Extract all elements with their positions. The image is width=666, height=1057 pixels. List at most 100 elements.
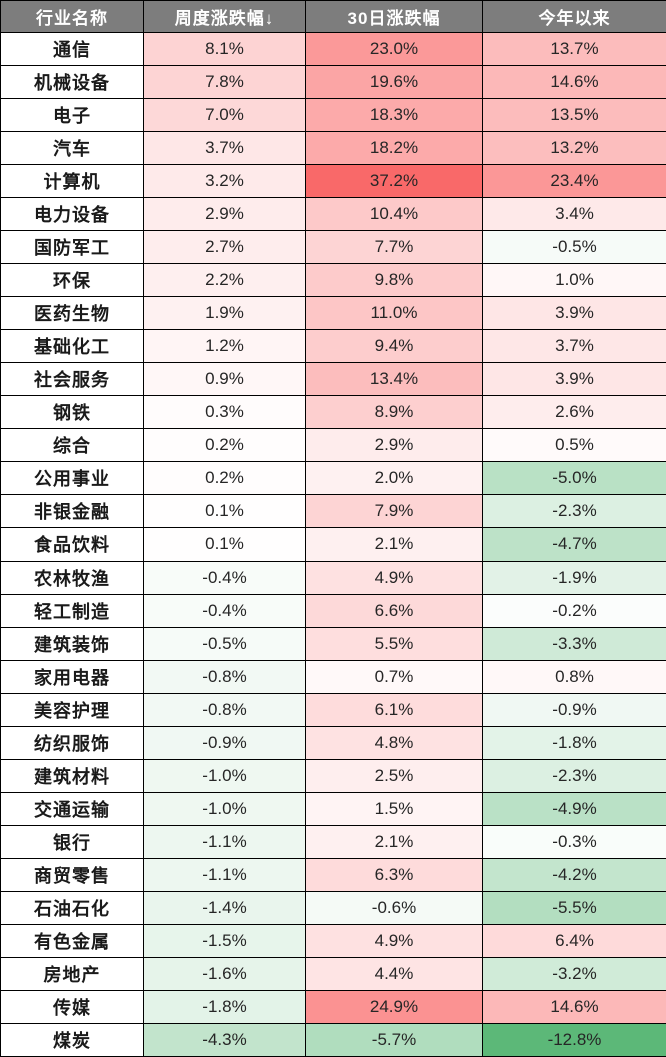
column-header-30day-change[interactable]: 30日涨跌幅 xyxy=(305,0,483,33)
industry-name-cell: 电力设备 xyxy=(0,197,144,232)
monthly-change-cell: 2.1% xyxy=(305,527,483,562)
table-row: 建筑装饰 -0.5% 5.5% -3.3% xyxy=(0,626,666,661)
industry-name-cell: 汽车 xyxy=(0,131,144,166)
table-row: 农林牧渔 -0.4% 4.9% -1.9% xyxy=(0,560,666,595)
ytd-change-cell: -4.7% xyxy=(482,527,666,562)
weekly-change-cell: 3.7% xyxy=(143,131,306,166)
monthly-change-cell: 6.1% xyxy=(305,692,483,727)
table-row: 美容护理 -0.8% 6.1% -0.9% xyxy=(0,692,666,727)
table-row: 机械设备 7.8% 19.6% 14.6% xyxy=(0,65,666,100)
monthly-change-cell: 5.5% xyxy=(305,626,483,661)
ytd-change-cell: 3.9% xyxy=(482,362,666,397)
ytd-change-cell: 23.4% xyxy=(482,164,666,199)
monthly-change-cell: 19.6% xyxy=(305,65,483,100)
industry-name-cell: 食品饮料 xyxy=(0,527,144,562)
industry-name-cell: 石油石化 xyxy=(0,890,144,925)
weekly-change-cell: 0.1% xyxy=(143,494,306,529)
monthly-change-cell: 4.4% xyxy=(305,956,483,991)
weekly-change-cell: 0.3% xyxy=(143,395,306,430)
industry-name-cell: 钢铁 xyxy=(0,395,144,430)
ytd-change-cell: -2.3% xyxy=(482,758,666,793)
monthly-change-cell: 1.5% xyxy=(305,791,483,826)
monthly-change-cell: 6.6% xyxy=(305,593,483,628)
monthly-change-cell: 2.5% xyxy=(305,758,483,793)
monthly-change-cell: -5.7% xyxy=(305,1022,483,1057)
table-row: 电力设备 2.9% 10.4% 3.4% xyxy=(0,197,666,232)
industry-name-cell: 煤炭 xyxy=(0,1022,144,1057)
table-row: 银行 -1.1% 2.1% -0.3% xyxy=(0,824,666,859)
ytd-change-cell: -3.2% xyxy=(482,956,666,991)
ytd-change-cell: 1.0% xyxy=(482,263,666,298)
weekly-change-cell: -0.4% xyxy=(143,560,306,595)
table-row: 计算机 3.2% 37.2% 23.4% xyxy=(0,164,666,199)
industry-name-cell: 商贸零售 xyxy=(0,857,144,892)
weekly-change-cell: 0.1% xyxy=(143,527,306,562)
monthly-change-cell: -0.6% xyxy=(305,890,483,925)
header-row: 行业名称 周度涨跌幅↓ 30日涨跌幅 今年以来 xyxy=(0,0,666,33)
monthly-change-cell: 18.3% xyxy=(305,98,483,133)
column-header-industry-name[interactable]: 行业名称 xyxy=(0,0,144,33)
ytd-change-cell: 0.5% xyxy=(482,428,666,463)
weekly-change-cell: 7.8% xyxy=(143,65,306,100)
column-header-weekly-change[interactable]: 周度涨跌幅↓ xyxy=(143,0,306,33)
monthly-change-cell: 4.9% xyxy=(305,923,483,958)
industry-name-cell: 美容护理 xyxy=(0,692,144,727)
monthly-change-cell: 7.7% xyxy=(305,230,483,265)
ytd-change-cell: 3.4% xyxy=(482,197,666,232)
ytd-change-cell: 0.8% xyxy=(482,659,666,694)
weekly-change-cell: -1.6% xyxy=(143,956,306,991)
weekly-change-cell: -0.9% xyxy=(143,725,306,760)
table-row: 有色金属 -1.5% 4.9% 6.4% xyxy=(0,923,666,958)
monthly-change-cell: 37.2% xyxy=(305,164,483,199)
monthly-change-cell: 9.4% xyxy=(305,329,483,364)
monthly-change-cell: 2.0% xyxy=(305,461,483,496)
industry-name-cell: 农林牧渔 xyxy=(0,560,144,595)
table-row: 综合 0.2% 2.9% 0.5% xyxy=(0,428,666,463)
table-row: 环保 2.2% 9.8% 1.0% xyxy=(0,263,666,298)
ytd-change-cell: -2.3% xyxy=(482,494,666,529)
weekly-change-cell: -0.4% xyxy=(143,593,306,628)
table-row: 纺织服饰 -0.9% 4.8% -1.8% xyxy=(0,725,666,760)
ytd-change-cell: -3.3% xyxy=(482,626,666,661)
monthly-change-cell: 8.9% xyxy=(305,395,483,430)
weekly-change-cell: -1.0% xyxy=(143,758,306,793)
monthly-change-cell: 23.0% xyxy=(305,31,483,67)
industry-name-cell: 综合 xyxy=(0,428,144,463)
table-row: 基础化工 1.2% 9.4% 3.7% xyxy=(0,329,666,364)
monthly-change-cell: 2.9% xyxy=(305,428,483,463)
weekly-change-cell: -1.0% xyxy=(143,791,306,826)
ytd-change-cell: -0.2% xyxy=(482,593,666,628)
industry-name-cell: 通信 xyxy=(0,31,144,67)
industry-name-cell: 电子 xyxy=(0,98,144,133)
table-row: 汽车 3.7% 18.2% 13.2% xyxy=(0,131,666,166)
ytd-change-cell: -1.9% xyxy=(482,560,666,595)
monthly-change-cell: 10.4% xyxy=(305,197,483,232)
ytd-change-cell: -5.0% xyxy=(482,461,666,496)
ytd-change-cell: 13.2% xyxy=(482,131,666,166)
ytd-change-cell: -0.3% xyxy=(482,824,666,859)
ytd-change-cell: 3.7% xyxy=(482,329,666,364)
weekly-change-cell: -1.1% xyxy=(143,824,306,859)
monthly-change-cell: 4.9% xyxy=(305,560,483,595)
industry-name-cell: 环保 xyxy=(0,263,144,298)
industry-name-cell: 计算机 xyxy=(0,164,144,199)
industry-name-cell: 非银金融 xyxy=(0,494,144,529)
industry-name-cell: 机械设备 xyxy=(0,65,144,100)
ytd-change-cell: 2.6% xyxy=(482,395,666,430)
monthly-change-cell: 7.9% xyxy=(305,494,483,529)
table-row: 钢铁 0.3% 8.9% 2.6% xyxy=(0,395,666,430)
weekly-change-cell: 7.0% xyxy=(143,98,306,133)
ytd-change-cell: 13.7% xyxy=(482,31,666,67)
table-row: 轻工制造 -0.4% 6.6% -0.2% xyxy=(0,593,666,628)
column-header-ytd-change[interactable]: 今年以来 xyxy=(482,0,666,33)
table-row: 家用电器 -0.8% 0.7% 0.8% xyxy=(0,659,666,694)
weekly-change-cell: 0.9% xyxy=(143,362,306,397)
table-row: 社会服务 0.9% 13.4% 3.9% xyxy=(0,362,666,397)
weekly-change-cell: 3.2% xyxy=(143,164,306,199)
weekly-change-cell: -1.5% xyxy=(143,923,306,958)
ytd-change-cell: 14.6% xyxy=(482,65,666,100)
table-row: 非银金融 0.1% 7.9% -2.3% xyxy=(0,494,666,529)
table-body: 通信 8.1% 23.0% 13.7% 机械设备 7.8% 19.6% 14.6% 电子 7.0%… xyxy=(0,31,666,1057)
weekly-change-cell: -1.8% xyxy=(143,989,306,1024)
